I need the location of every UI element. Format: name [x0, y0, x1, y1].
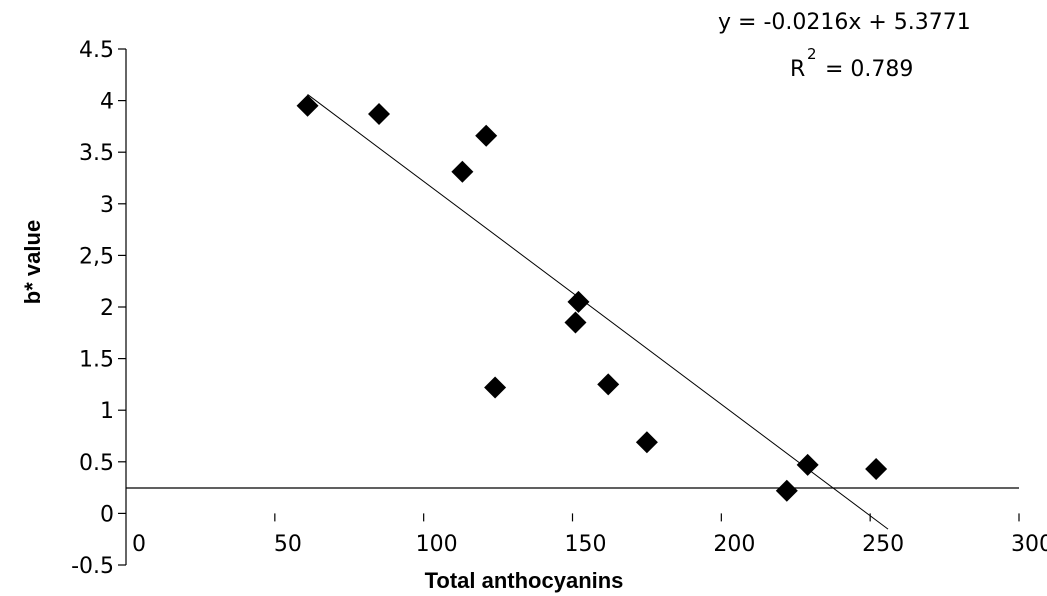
y-tick-label: -0.5	[71, 554, 114, 579]
data-point	[564, 311, 587, 334]
r-squared-prefix: R	[790, 57, 805, 82]
data-point	[635, 431, 658, 454]
x-tick-label: 250	[862, 532, 904, 557]
x-tick-label: 100	[416, 532, 458, 557]
y-tick-label: 4.5	[79, 38, 114, 63]
y-tick-label: 4	[100, 90, 114, 115]
y-tick-label: 3	[100, 193, 114, 218]
y-axis-title: b* value	[20, 220, 45, 304]
x-ticks: 0 50 100 150 200 250 300	[132, 513, 1047, 557]
data-point	[484, 376, 507, 399]
r-squared-value: = 0.789	[818, 57, 913, 82]
x-axis-title: Total anthocyanins	[425, 568, 624, 593]
data-points	[296, 94, 888, 502]
y-tick-label: 0.5	[79, 451, 114, 476]
x-tick-label: 0	[132, 532, 146, 557]
x-tick-label: 200	[713, 532, 755, 557]
data-point	[597, 373, 620, 396]
trendline-group	[307, 94, 889, 530]
data-point	[296, 94, 319, 117]
y-tick-label: 1	[100, 399, 114, 424]
y-tick-label: 0	[100, 502, 114, 527]
y-tick-label: 1.5	[79, 348, 114, 373]
x-tick-label: 150	[565, 532, 607, 557]
y-tick-label: 2,5	[79, 244, 114, 269]
trendline	[307, 94, 889, 530]
y-ticks: -0.5 0 0.5 1 1.5 2 2,5 3 3.5 4 4.5	[71, 38, 126, 579]
data-point	[475, 124, 498, 147]
x-tick-label: 300	[1011, 532, 1047, 557]
axes	[125, 49, 1019, 565]
data-point	[368, 103, 391, 126]
r-squared-superscript: 2	[807, 45, 817, 63]
data-point	[775, 479, 798, 502]
x-tick-label: 50	[274, 532, 302, 557]
data-point	[796, 453, 819, 476]
data-point	[865, 458, 888, 481]
data-point	[567, 290, 590, 313]
data-point	[451, 160, 474, 183]
trendline-equation: y = -0.0216x + 5.3771	[718, 10, 971, 35]
y-tick-label: 2	[100, 296, 114, 321]
y-tick-label: 3.5	[79, 141, 114, 166]
